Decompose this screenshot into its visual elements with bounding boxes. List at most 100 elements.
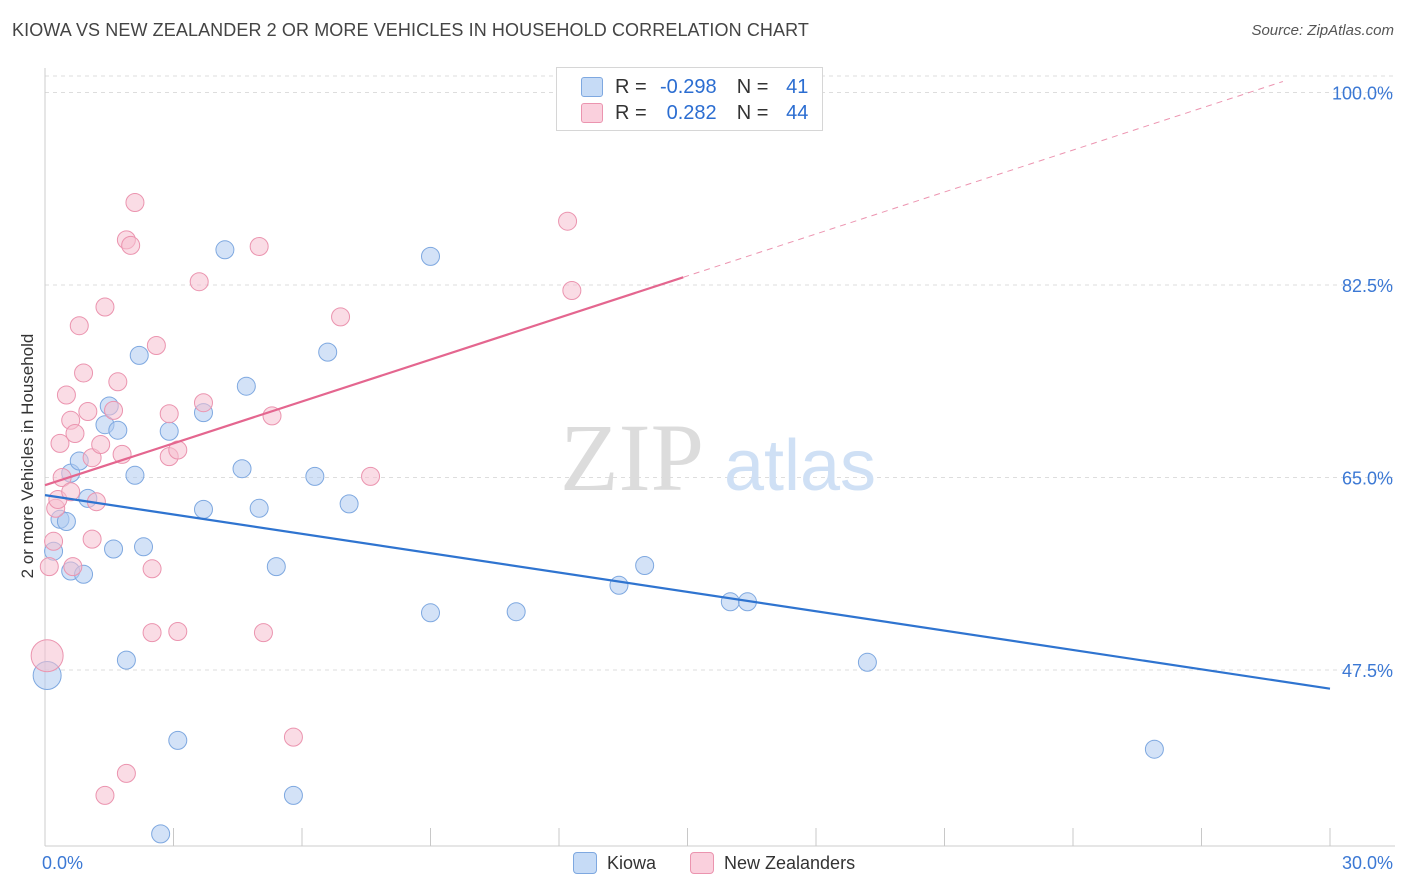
kiowa-point	[857, 652, 877, 672]
new-zealanders-point	[146, 336, 166, 355]
new-zealanders-point	[56, 385, 76, 405]
new-zealanders-point	[159, 404, 179, 424]
kiowa-point	[125, 465, 145, 485]
new-zealanders-point	[95, 785, 115, 805]
kiowa-trend-line	[44, 494, 1331, 690]
new-zealanders-point	[262, 406, 282, 426]
kiowa-point	[421, 246, 440, 266]
y-tick-label: 47.5%	[1342, 661, 1393, 681]
kiowa-point	[318, 342, 338, 362]
x-tick-label: 30.0%	[1342, 853, 1393, 873]
new-zealanders-point	[95, 297, 115, 317]
r-value: 0.282	[666, 101, 717, 124]
new-zealanders-point	[562, 281, 582, 300]
new-zealanders-point	[108, 372, 128, 392]
kiowa-point	[116, 650, 136, 670]
legend-item-new-zealanders[interactable]: New Zealanders	[690, 852, 855, 874]
new-zealanders-swatch	[581, 103, 603, 123]
kiowa-point	[283, 785, 303, 805]
new-zealanders-point	[63, 557, 83, 577]
kiowa-point	[506, 602, 526, 622]
kiowa-point	[249, 498, 269, 518]
kiowa-point	[609, 575, 629, 595]
legend-item-kiowa[interactable]: Kiowa	[573, 852, 656, 874]
new-zealanders-point	[193, 393, 213, 413]
new-zealanders-point	[65, 424, 85, 443]
kiowa-point	[104, 539, 124, 559]
new-zealanders-point	[253, 623, 273, 643]
kiowa-point	[339, 494, 359, 514]
x-tick-label: 0.0%	[42, 853, 83, 873]
new-zealanders-point	[142, 559, 162, 579]
n-label: N =	[736, 75, 769, 98]
kiowa-point	[193, 499, 213, 519]
new-zealanders-point	[50, 433, 70, 453]
new-zealanders-point	[39, 557, 59, 577]
new-zealanders-point	[189, 272, 209, 292]
chart-title: KIOWA VS NEW ZEALANDER 2 OR MORE VEHICLE…	[12, 20, 810, 40]
kiowa-legend-swatch	[573, 852, 597, 874]
new-zealanders-point	[104, 400, 124, 420]
new-zealanders-trend-line	[44, 276, 684, 487]
kiowa-point	[232, 459, 252, 479]
new-zealanders-point	[283, 727, 303, 747]
new-zealanders-point	[331, 307, 351, 327]
source-note: Source: ZipAtlas.com	[1251, 22, 1394, 39]
watermark-zip: ZIP	[560, 404, 704, 511]
new-zealanders-point	[61, 482, 81, 502]
kiowa-point	[421, 603, 440, 623]
n-label: N =	[736, 101, 769, 124]
kiowa-point	[108, 420, 128, 440]
new-zealanders-point	[361, 466, 381, 486]
n-value: 41	[786, 75, 809, 98]
new-zealanders-point	[91, 435, 111, 454]
new-zealanders-point	[121, 235, 141, 255]
stats-legend: R = -0.298 N = 41 R = 0.282 N = 44	[556, 67, 823, 131]
new-zealanders-point	[249, 237, 269, 256]
tick-labels: 47.5% 65.0% 82.5% 100.0% 0.0% 30.0%	[42, 84, 1393, 874]
r-value: -0.298	[659, 75, 717, 98]
new-zealanders-point	[125, 193, 145, 212]
new-zealanders-point	[44, 531, 64, 551]
new-zealanders-point	[82, 529, 102, 549]
y-tick-label: 82.5%	[1342, 276, 1393, 296]
n-value: 44	[786, 101, 809, 124]
kiowa-point	[236, 376, 256, 396]
kiowa-swatch	[581, 77, 603, 97]
new-zealanders-point	[82, 448, 102, 468]
new-zealanders-point	[69, 316, 89, 336]
kiowa-point	[1144, 739, 1164, 759]
data-points	[30, 193, 1164, 844]
gridlines	[45, 75, 1395, 671]
stats-legend-row-new-zealanders: R = 0.282 N = 44	[581, 100, 808, 126]
r-label: R =	[615, 75, 647, 98]
watermark-atlas: atlas	[724, 426, 876, 506]
watermark: ZIP atlas	[560, 404, 876, 511]
kiowa-point	[215, 240, 235, 260]
new-zealanders-point	[168, 622, 188, 641]
new-zealanders-point	[116, 763, 136, 783]
y-tick-label: 65.0%	[1342, 469, 1393, 489]
legend-label-kiowa: Kiowa	[607, 852, 657, 873]
new-zealanders-legend-swatch	[690, 852, 714, 874]
stats-legend-row-kiowa: R = -0.298 N = 41	[581, 74, 808, 100]
kiowa-point	[151, 824, 171, 844]
series-legend: Kiowa New Zealanders	[0, 852, 1406, 876]
kiowa-point	[134, 537, 154, 557]
kiowa-point	[266, 557, 286, 577]
new-zealanders-point	[74, 363, 94, 383]
new-zealanders-point	[30, 639, 64, 673]
new-zealanders-point	[142, 623, 162, 643]
r-label: R =	[615, 101, 647, 124]
new-zealanders-point	[78, 402, 98, 421]
kiowa-point	[305, 466, 325, 486]
kiowa-point	[56, 512, 76, 531]
axes	[44, 68, 1395, 847]
kiowa-point	[129, 345, 149, 365]
y-tick-label: 100.0%	[1332, 84, 1393, 104]
trend-lines	[44, 81, 1331, 690]
kiowa-point	[168, 730, 188, 750]
kiowa-point	[720, 592, 740, 612]
new-zealanders-point	[558, 211, 578, 231]
